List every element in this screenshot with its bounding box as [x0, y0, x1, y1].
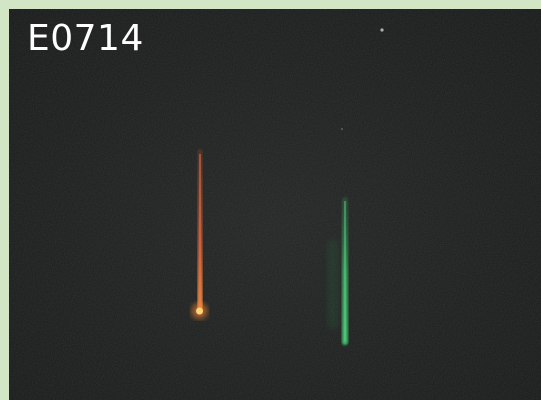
night-sky-photo: E0714	[9, 9, 541, 400]
image-id-label: E0714	[27, 18, 144, 59]
sky-noise	[9, 9, 541, 400]
red-meteor-trail	[191, 149, 208, 319]
star	[341, 128, 343, 130]
star	[380, 28, 384, 32]
green-meteor-trail	[327, 197, 348, 345]
